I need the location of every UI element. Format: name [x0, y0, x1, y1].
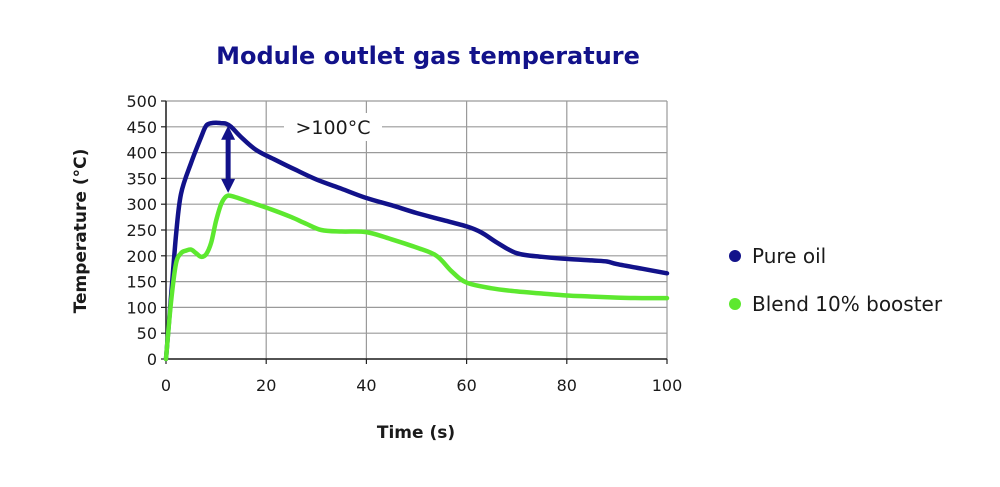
y-axis-label: Temperature (°C) [71, 149, 91, 314]
y-tick-label: 400 [126, 144, 157, 163]
y-tick-label: 0 [147, 350, 157, 369]
y-tick-label: 250 [126, 221, 157, 240]
x-tick-label: 100 [652, 376, 683, 395]
x-tick-label: 80 [557, 376, 577, 395]
x-tick-label: 60 [456, 376, 476, 395]
y-tick-label: 150 [126, 273, 157, 292]
y-tick-label: 300 [126, 195, 157, 214]
x-tick-label: 20 [256, 376, 276, 395]
y-tick-label: 200 [126, 247, 157, 266]
y-tick-label: 50 [137, 324, 157, 343]
series-line-blend-10-booster [163, 193, 670, 362]
x-tick-label: 40 [356, 376, 376, 395]
arrow-up-head-icon [221, 125, 236, 140]
chart-title: Module outlet gas temperature [216, 42, 640, 70]
y-tick-label: 500 [126, 92, 157, 111]
x-tick-label: 0 [161, 376, 171, 395]
legend-marker-blend-10-booster [729, 298, 741, 310]
legend-marker-pure-oil [729, 250, 741, 262]
annotation-group: >100°C [221, 113, 382, 193]
x-axis-label: Time (s) [377, 423, 455, 443]
legend-label-blend-10-booster: Blend 10% booster [752, 292, 943, 316]
y-tick-label: 450 [126, 118, 157, 137]
annotation-label: >100°C [296, 117, 371, 139]
legend: Pure oil Blend 10% booster [729, 244, 943, 316]
arrow-down-head-icon [221, 178, 236, 193]
series-lines [163, 120, 670, 362]
axes: 0 50 100 150 200 250 300 350 400 450 500 0 20 40 60 80 1… [126, 92, 682, 395]
y-tick-label: 100 [126, 298, 157, 317]
legend-label-pure-oil: Pure oil [752, 244, 826, 268]
series-line-pure-oil [163, 120, 670, 362]
annotation-background [284, 113, 382, 141]
y-tick-label: 350 [126, 169, 157, 188]
